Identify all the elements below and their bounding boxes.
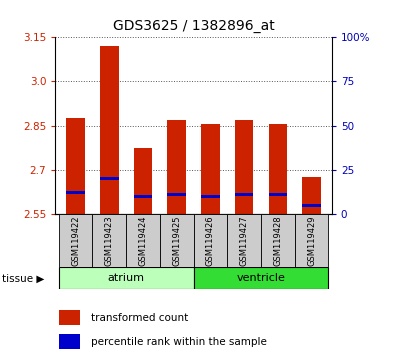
Bar xyxy=(59,334,80,349)
Bar xyxy=(92,214,126,267)
Bar xyxy=(194,214,227,267)
Text: GSM119422: GSM119422 xyxy=(71,216,80,266)
Bar xyxy=(59,267,194,289)
Bar xyxy=(134,195,152,198)
Bar xyxy=(100,46,118,214)
Text: GSM119425: GSM119425 xyxy=(172,216,181,266)
Title: GDS3625 / 1382896_at: GDS3625 / 1382896_at xyxy=(113,19,275,33)
Bar xyxy=(269,193,287,196)
Bar xyxy=(201,195,220,198)
Text: tissue ▶: tissue ▶ xyxy=(2,274,44,284)
Bar xyxy=(235,120,254,214)
Bar xyxy=(160,214,194,267)
Text: atrium: atrium xyxy=(107,273,145,283)
Bar xyxy=(134,148,152,214)
Bar xyxy=(167,120,186,214)
Bar xyxy=(201,124,220,214)
Text: GSM119424: GSM119424 xyxy=(139,216,147,266)
Bar xyxy=(194,267,328,289)
Text: GSM119428: GSM119428 xyxy=(273,216,282,267)
Bar xyxy=(126,214,160,267)
Bar xyxy=(66,192,85,194)
Bar xyxy=(227,214,261,267)
Text: GSM119423: GSM119423 xyxy=(105,216,114,267)
Bar xyxy=(295,214,328,267)
Text: GSM119426: GSM119426 xyxy=(206,216,215,267)
Bar xyxy=(302,177,321,214)
Bar xyxy=(100,177,118,180)
Bar xyxy=(235,193,254,196)
Text: GSM119429: GSM119429 xyxy=(307,216,316,266)
Bar xyxy=(66,118,85,214)
Bar xyxy=(167,193,186,196)
Text: percentile rank within the sample: percentile rank within the sample xyxy=(91,337,267,347)
Bar xyxy=(302,204,321,207)
Text: GSM119427: GSM119427 xyxy=(240,216,248,267)
Bar xyxy=(261,214,295,267)
Bar xyxy=(59,214,92,267)
Bar xyxy=(59,310,80,325)
Bar xyxy=(269,124,287,214)
Text: transformed count: transformed count xyxy=(91,313,188,323)
Text: ventricle: ventricle xyxy=(237,273,286,283)
